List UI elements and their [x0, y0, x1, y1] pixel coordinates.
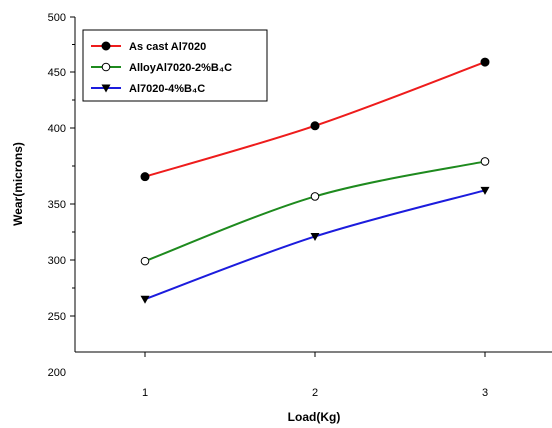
data-point — [140, 256, 150, 266]
y-tick-label: 300 — [48, 255, 66, 267]
legend-box — [82, 29, 268, 102]
y-axis-label: Wear(microns) — [11, 142, 25, 226]
y-tick-label: 450 — [48, 67, 66, 79]
series-3 — [140, 186, 490, 304]
data-point — [480, 157, 490, 166]
legend-marker — [101, 62, 111, 72]
series-layer — [140, 57, 490, 304]
data-point — [480, 186, 490, 195]
y-tick-label: 350 — [48, 199, 66, 211]
y-tick-label: 400 — [48, 123, 66, 135]
x-tick-label: 3 — [482, 387, 488, 399]
legend-label: AlloyAl7020-2%B₄C — [129, 62, 232, 74]
legend-marker — [101, 41, 111, 51]
x-tick-label: 2 — [312, 387, 318, 399]
y-tick-label: 250 — [48, 311, 66, 323]
y-tick-label: 500 — [48, 12, 66, 24]
series-2 — [140, 157, 490, 266]
ticks-layer: 200 250 300 350 400 450 500 1 2 3 — [48, 12, 488, 399]
data-point — [140, 295, 150, 304]
axes-layer — [74, 17, 552, 353]
y-tick-label: 200 — [48, 367, 66, 379]
data-point — [310, 121, 320, 131]
x-axis-label: Load(Kg) — [288, 410, 341, 424]
legend-label: Al7020-4%B₄C — [129, 83, 205, 95]
x-tick-label: 1 — [142, 387, 148, 399]
series-line — [144, 189, 486, 301]
data-point — [310, 232, 320, 241]
data-point — [310, 192, 320, 201]
data-point — [480, 57, 490, 67]
data-point — [140, 172, 150, 182]
legend-marker — [101, 84, 111, 93]
legend: As cast Al7020 AlloyAl7020-2%B₄C Al7020-4%… — [82, 29, 268, 102]
series-line — [144, 160, 486, 263]
series-1 — [140, 57, 490, 182]
legend-label: As cast Al7020 — [129, 41, 206, 53]
